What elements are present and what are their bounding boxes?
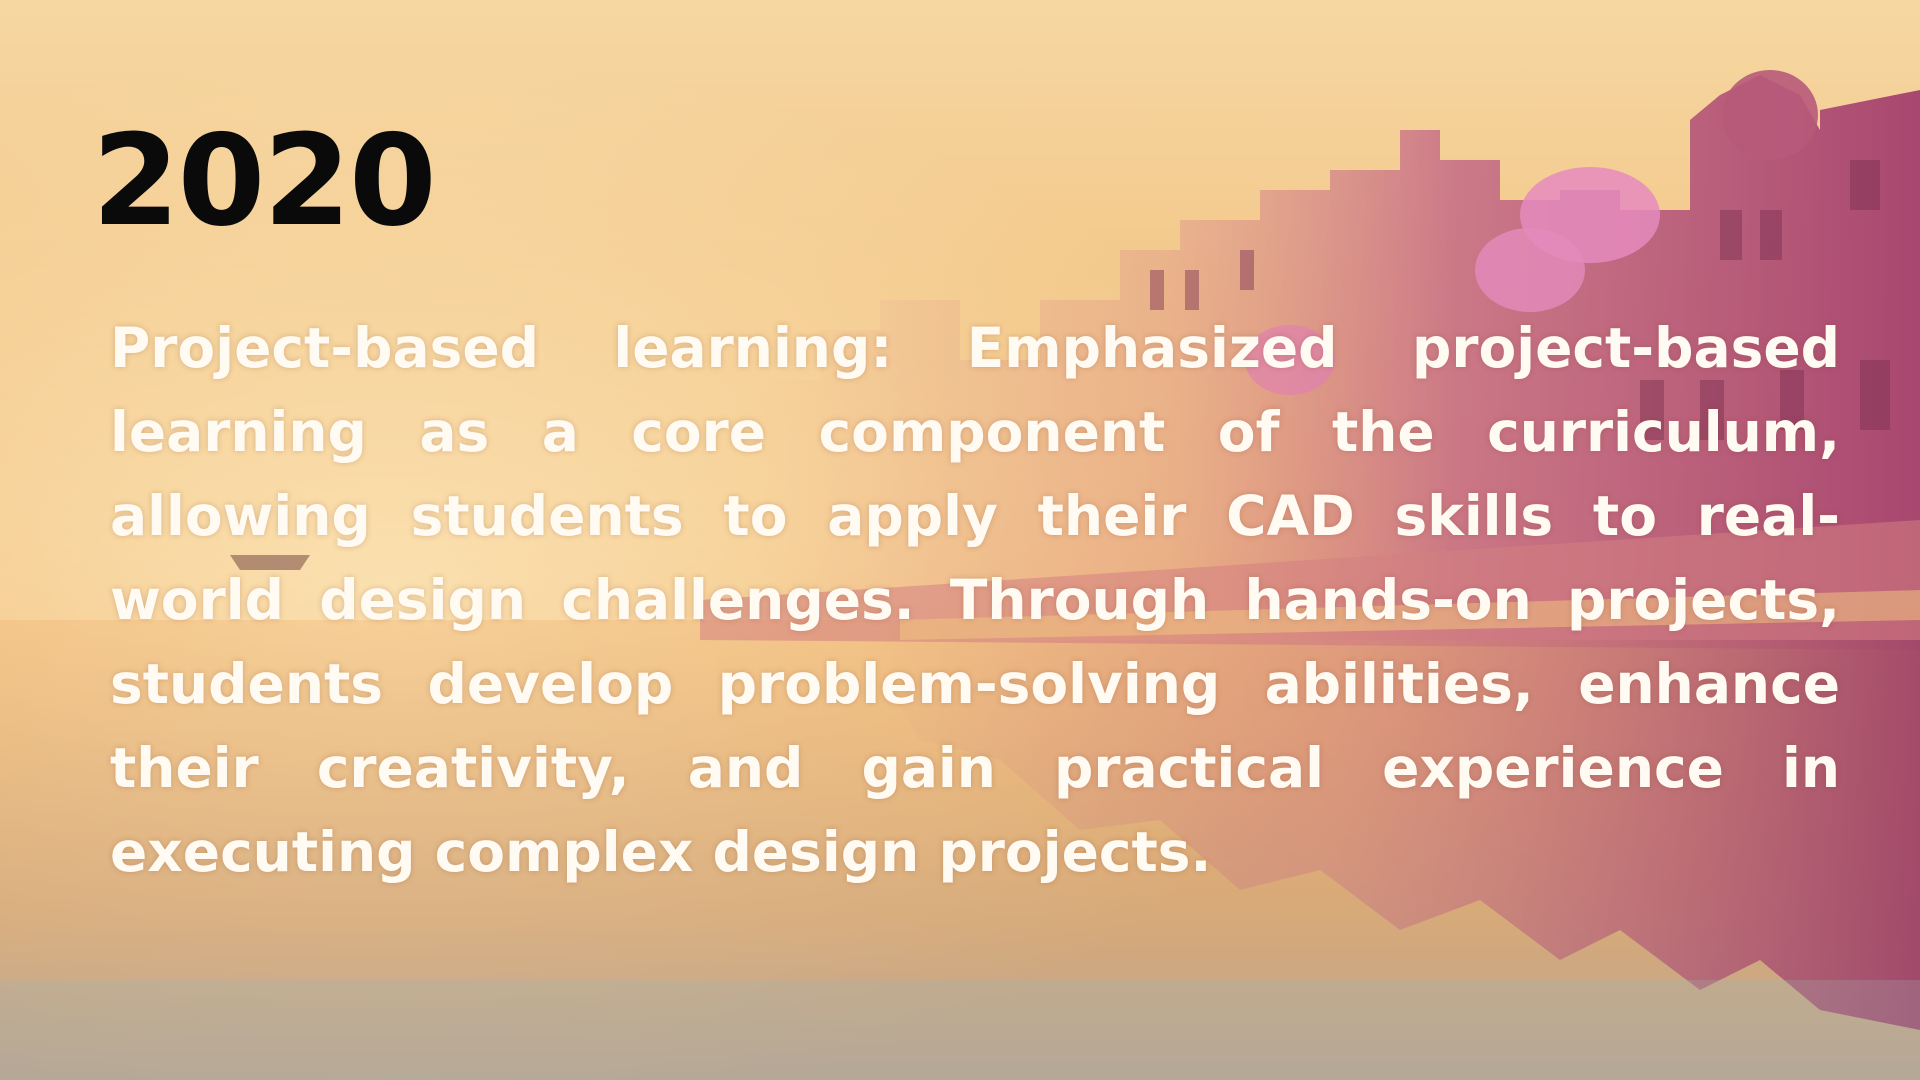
description-paragraph: Project-based learning: Emphasized proje… xyxy=(110,316,1840,884)
year-heading: 2020 xyxy=(92,107,437,254)
